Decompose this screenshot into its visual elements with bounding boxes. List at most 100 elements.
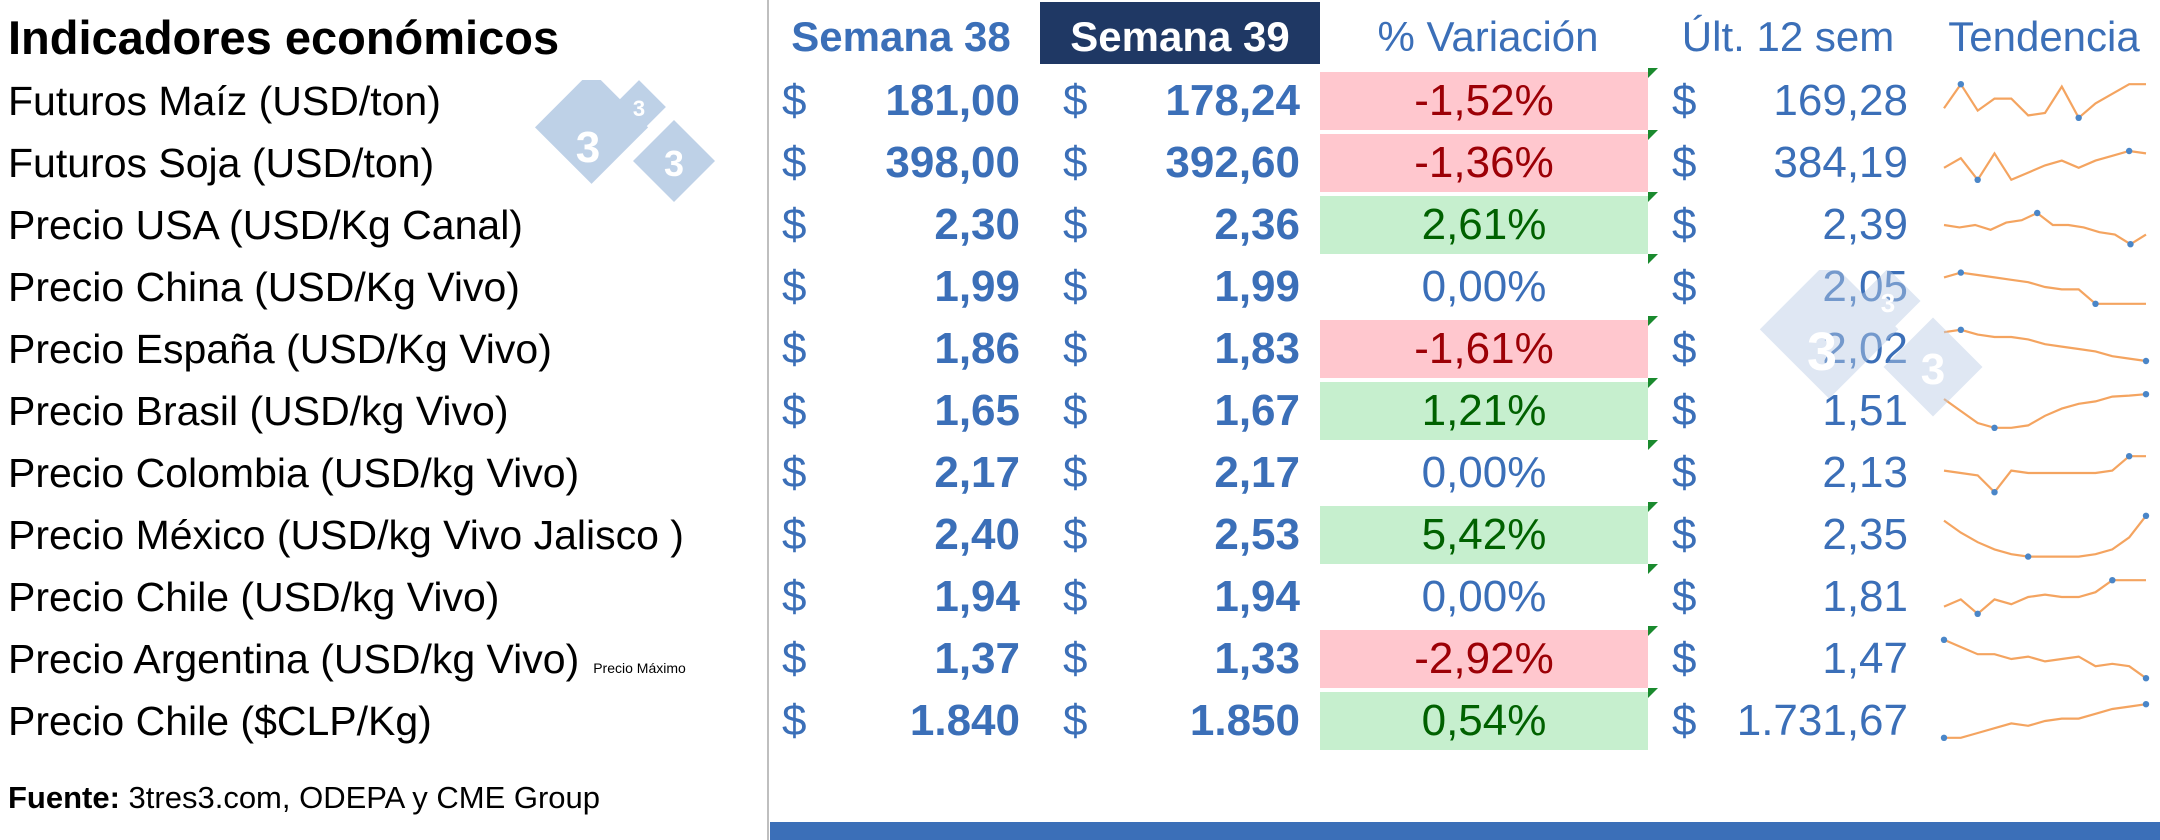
variation-cell[interactable]: 5,42% — [1320, 506, 1648, 564]
currency-symbol: $ — [1672, 386, 1697, 435]
sparkline-path — [1944, 703, 2147, 739]
row-label: Precio México (USD/kg Vivo Jalisco ) — [8, 504, 684, 566]
header-week-38[interactable]: Semana 38 — [791, 13, 1011, 60]
value-week-38[interactable]: 1,99 — [934, 262, 1020, 311]
value-week-39[interactable]: 1,94 — [1214, 572, 1300, 621]
value-week-39[interactable]: 1,99 — [1214, 262, 1300, 311]
value-last-12-weeks[interactable]: 1,51 — [1822, 386, 1908, 435]
value-last-12-weeks[interactable]: 2,05 — [1822, 262, 1908, 311]
sparkline-path — [1943, 455, 2146, 494]
row-label: Precio Chile ($CLP/Kg) — [8, 690, 432, 752]
sparkline-path — [1943, 149, 2147, 182]
currency-symbol: $ — [1063, 448, 1088, 497]
row-note: Precio Máximo — [593, 660, 686, 676]
sparkline-marker — [2142, 701, 2150, 708]
currency-symbol: $ — [1672, 448, 1697, 497]
value-last-12-weeks[interactable]: 384,19 — [1773, 138, 1908, 187]
sparkline-marker — [2075, 114, 2082, 121]
row-label-text: Precio Colombia (USD/kg Vivo) — [8, 450, 580, 496]
row-label-text: Futuros Soja (USD/ton) — [8, 140, 435, 186]
variation-cell[interactable]: -2,92% — [1320, 630, 1648, 688]
value-week-38[interactable]: 1,94 — [934, 572, 1020, 621]
value-week-39[interactable]: 1.850 — [1189, 696, 1300, 745]
sparkline-marker — [2109, 577, 2116, 584]
logo-digit-large: 3 — [576, 123, 600, 172]
row-label: Precio Argentina (USD/kg Vivo) Precio Máx… — [8, 628, 686, 690]
value-week-38[interactable]: 181,00 — [885, 76, 1020, 125]
currency-symbol: $ — [782, 696, 807, 745]
value-week-39[interactable]: 1,67 — [1214, 386, 1300, 435]
variation-cell[interactable]: -1,61% — [1320, 320, 1648, 378]
variation-cell[interactable]: 2,61% — [1320, 196, 1648, 254]
row-label: Futuros Maíz (USD/ton) — [8, 70, 441, 132]
sparkline-path — [1943, 638, 2147, 680]
value-week-39[interactable]: 2,36 — [1214, 200, 1300, 249]
variation-cell[interactable]: 1,21% — [1320, 382, 1648, 440]
row-label-text: Precio Argentina (USD/kg Vivo) — [8, 636, 580, 682]
header-variation[interactable]: % Variación — [1377, 13, 1599, 60]
sparkline-marker — [1957, 326, 1965, 333]
currency-symbol: $ — [1063, 76, 1088, 125]
sparkline-path — [1943, 82, 2146, 120]
sparkline-path — [1943, 328, 2147, 363]
cell-comment-marker — [1648, 564, 1658, 574]
trend-sparkline — [1943, 147, 2147, 183]
value-week-39[interactable]: 2,17 — [1214, 448, 1300, 497]
currency-symbol: $ — [782, 262, 807, 311]
value-week-39[interactable]: 392,60 — [1165, 138, 1300, 187]
currency-symbol: $ — [782, 572, 807, 621]
value-last-12-weeks[interactable]: 2,13 — [1822, 448, 1908, 497]
value-week-38[interactable]: 2,40 — [934, 510, 1020, 559]
value-last-12-weeks[interactable]: 1,47 — [1822, 634, 1908, 683]
currency-symbol: $ — [782, 138, 807, 187]
value-last-12-weeks[interactable]: 2,02 — [1700, 318, 1908, 380]
cell-comment-marker — [1648, 192, 1658, 202]
cell-comment-marker — [1648, 688, 1658, 698]
sparkline-path — [1943, 515, 2147, 558]
row-label-text: Precio Chile ($CLP/Kg) — [8, 698, 432, 744]
row-label-text: Futuros Maíz (USD/ton) — [8, 78, 441, 124]
value-last-12-weeks[interactable]: 2,35 — [1822, 510, 1908, 559]
row-label-text: Precio USA (USD/Kg Canal) — [8, 202, 523, 248]
currency-symbol: $ — [1672, 200, 1697, 249]
value-week-38[interactable]: 398,00 — [885, 138, 1020, 187]
value-week-39[interactable]: 178,24 — [1165, 76, 1300, 125]
header-week-39[interactable]: Semana 39 — [1040, 2, 1320, 64]
sparkline-marker — [2142, 357, 2150, 365]
variation-cell[interactable]: -1,52% — [1320, 72, 1648, 130]
sparkline-marker — [2125, 147, 2133, 155]
variation-cell[interactable]: 0,00% — [1421, 448, 1547, 497]
currency-symbol: $ — [782, 510, 807, 559]
row-label: Futuros Soja (USD/ton) — [8, 132, 434, 194]
value-week-38[interactable]: 1,65 — [934, 386, 1020, 435]
value-week-39[interactable]: 2,53 — [1214, 510, 1300, 559]
variation-cell[interactable]: 0,00% — [1421, 572, 1547, 621]
value-week-38[interactable]: 2,30 — [934, 200, 1020, 249]
header-trend[interactable]: Tendencia — [1948, 13, 2140, 60]
currency-symbol: $ — [1672, 138, 1697, 187]
sparkline-marker — [2127, 241, 2134, 248]
value-week-38[interactable]: 1.840 — [909, 696, 1020, 745]
currency-symbol: $ — [1672, 634, 1697, 683]
value-week-39[interactable]: 1,33 — [1214, 634, 1300, 683]
value-week-39[interactable]: 1,83 — [1214, 324, 1300, 373]
currency-symbol: $ — [1063, 634, 1088, 683]
variation-cell[interactable]: 0,00% — [1421, 262, 1547, 311]
value-last-12-weeks[interactable]: 2,39 — [1822, 200, 1908, 249]
value-last-12-weeks[interactable]: 1,81 — [1822, 572, 1908, 621]
currency-symbol: $ — [782, 200, 807, 249]
variation-cell[interactable]: -1,36% — [1320, 134, 1648, 192]
row-label-text: Precio España (USD/Kg Vivo) — [8, 326, 552, 372]
trend-sparkline — [1943, 209, 2147, 248]
source-footer: Fuente: 3tres3.com, ODEPA y CME Group — [8, 780, 600, 816]
currency-symbol: $ — [1063, 200, 1088, 249]
value-week-38[interactable]: 1,37 — [934, 634, 1020, 683]
value-last-12-weeks[interactable]: 169,28 — [1773, 76, 1908, 125]
value-week-38[interactable]: 1,86 — [934, 324, 1020, 373]
row-label: Precio USA (USD/Kg Canal) — [8, 194, 523, 256]
value-week-38[interactable]: 2,17 — [934, 448, 1020, 497]
variation-cell[interactable]: 0,54% — [1320, 692, 1648, 750]
header-last-12-weeks[interactable]: Últ. 12 sem — [1681, 13, 1895, 60]
value-last-12-weeks[interactable]: 1.731,67 — [1736, 696, 1908, 745]
